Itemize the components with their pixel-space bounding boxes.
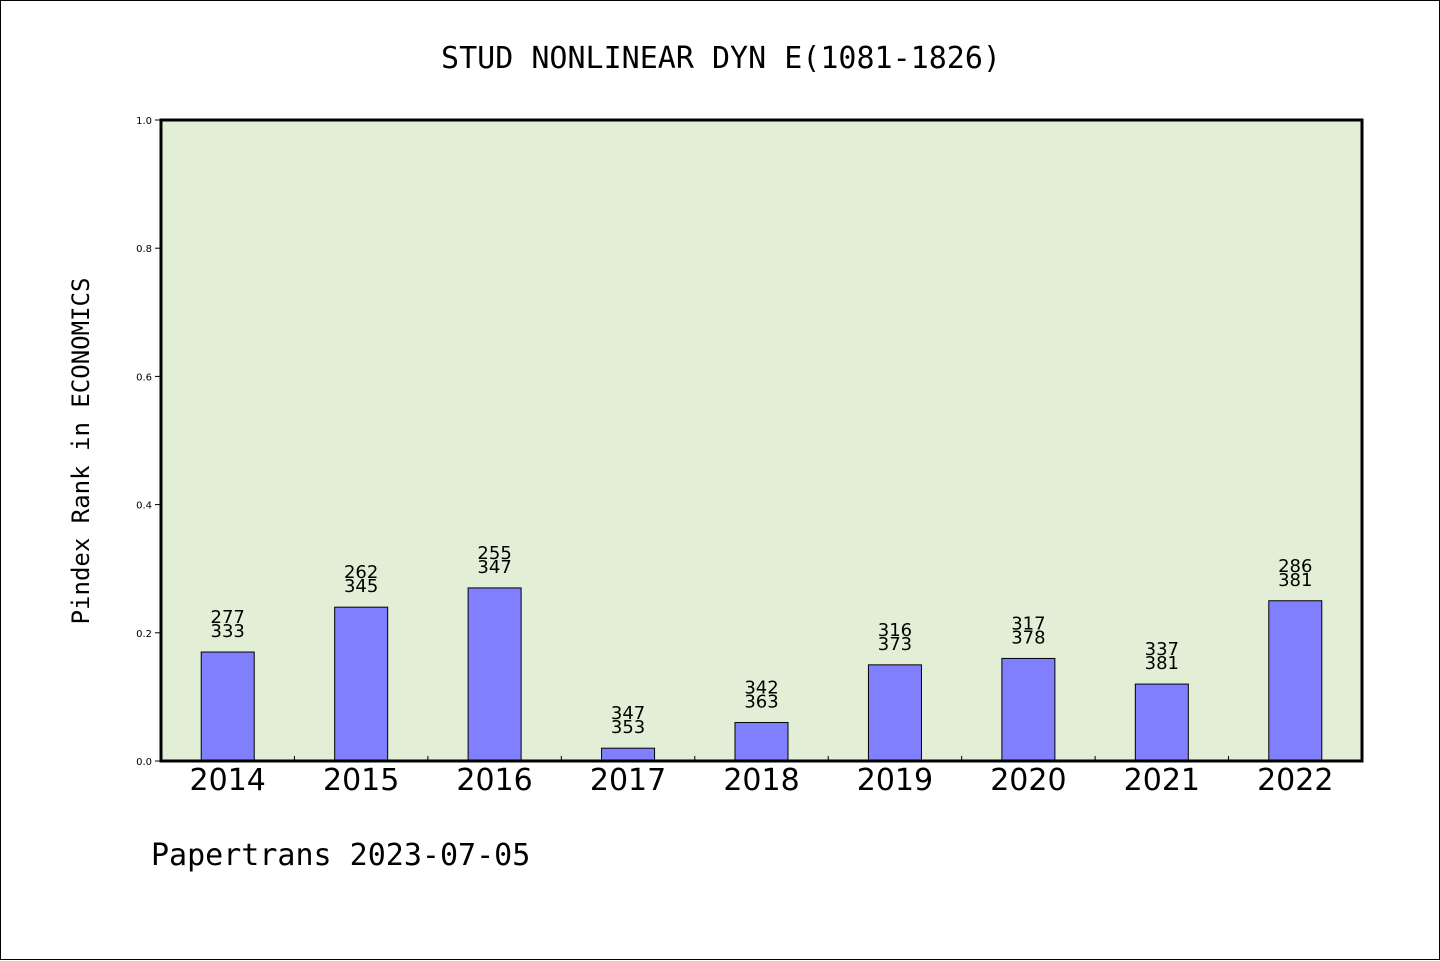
bar-label-top: 342 [744,678,778,699]
y-tick-label: 0.2 [136,629,152,640]
x-tick-label: 2016 [456,763,532,798]
x-tick-label: 2020 [990,763,1066,798]
bar [601,747,656,762]
bar-series: 2773332623452553473473533423633163733173… [200,543,1323,762]
bar-label-top: 277 [211,607,245,628]
bar-label-bottom: 378 [1011,627,1045,648]
bar [334,606,389,762]
x-tick-label: 2017 [590,763,666,798]
x-tick-label: 2019 [857,763,933,798]
bar [1134,683,1189,762]
bar-label-top: 347 [611,703,645,724]
x-tick-label: 2021 [1124,763,1200,798]
bar-label-top: 317 [1011,613,1045,634]
y-tick-label: 1.0 [136,116,152,127]
y-tick-label: 0.6 [136,372,152,383]
chart-title: STUD NONLINEAR DYN E(1081-1826) [441,41,1001,76]
bar-label-bottom: 381 [1278,570,1312,591]
x-tick-label: 2015 [323,763,399,798]
y-axis-label: Pindex Rank in ECONOMICS [67,278,95,625]
bar-label-bottom: 363 [744,692,778,713]
x-tick-label: 2022 [1257,763,1333,798]
y-tick-label: 0.0 [136,757,152,768]
bar-label-bottom: 333 [211,621,245,642]
y-axis-ticks: 0.0 0.2 0.4 0.6 0.8 1.0 [136,116,161,768]
bar-label-bottom: 347 [477,557,511,578]
bar [1268,600,1323,762]
bar-label-bottom: 373 [878,634,912,655]
bar [734,722,789,762]
bar-label-top: 255 [477,543,511,564]
bar [867,664,922,762]
bar-label-top: 337 [1145,639,1179,660]
bar-label-top: 262 [344,562,378,583]
y-tick-label: 0.8 [136,244,152,255]
bar-label-bottom: 353 [611,717,645,738]
bar-label-bottom: 345 [344,576,378,597]
bar [200,651,255,762]
bar-label-top: 316 [878,620,912,641]
footer-credit: Papertrans 2023-07-05 [151,838,530,873]
x-tick-label: 2014 [190,763,266,798]
bar [467,587,522,762]
bar-label-bottom: 381 [1145,653,1179,674]
x-axis-ticks: 2014 2015 2016 2017 2018 2019 2020 2021 2022 [190,756,1333,798]
plot-border [159,118,1364,763]
bar-label-top: 286 [1278,556,1312,577]
bar [1001,657,1056,762]
x-tick-label: 2018 [723,763,799,798]
y-tick-label: 0.4 [136,501,152,512]
